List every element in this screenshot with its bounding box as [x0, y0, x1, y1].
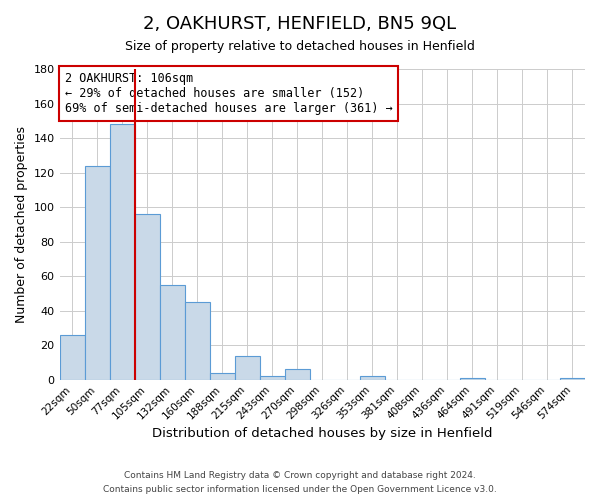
X-axis label: Distribution of detached houses by size in Henfield: Distribution of detached houses by size …: [152, 427, 493, 440]
Bar: [134, 214, 160, 380]
Bar: [460, 378, 485, 380]
Bar: [285, 370, 310, 380]
Bar: [59, 335, 85, 380]
Bar: [360, 376, 385, 380]
Text: Contains public sector information licensed under the Open Government Licence v3: Contains public sector information licen…: [103, 486, 497, 494]
Text: 2 OAKHURST: 106sqm
← 29% of detached houses are smaller (152)
69% of semi-detach: 2 OAKHURST: 106sqm ← 29% of detached hou…: [65, 72, 392, 115]
Bar: [85, 166, 110, 380]
Y-axis label: Number of detached properties: Number of detached properties: [15, 126, 28, 323]
Text: Size of property relative to detached houses in Henfield: Size of property relative to detached ho…: [125, 40, 475, 53]
Bar: [110, 124, 134, 380]
Bar: [185, 302, 209, 380]
Bar: [260, 376, 285, 380]
Bar: [209, 373, 235, 380]
Bar: [235, 356, 260, 380]
Bar: [560, 378, 585, 380]
Text: Contains HM Land Registry data © Crown copyright and database right 2024.: Contains HM Land Registry data © Crown c…: [124, 470, 476, 480]
Bar: [160, 285, 185, 380]
Text: 2, OAKHURST, HENFIELD, BN5 9QL: 2, OAKHURST, HENFIELD, BN5 9QL: [143, 15, 457, 33]
